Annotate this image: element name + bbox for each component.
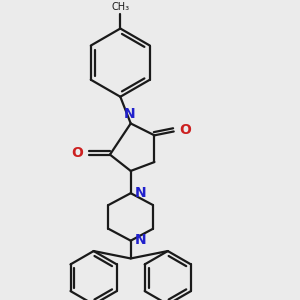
Text: N: N bbox=[134, 233, 146, 247]
Text: CH₃: CH₃ bbox=[111, 2, 129, 12]
Text: N: N bbox=[134, 186, 146, 200]
Text: N: N bbox=[123, 107, 135, 121]
Text: O: O bbox=[71, 146, 83, 161]
Text: O: O bbox=[180, 123, 191, 137]
